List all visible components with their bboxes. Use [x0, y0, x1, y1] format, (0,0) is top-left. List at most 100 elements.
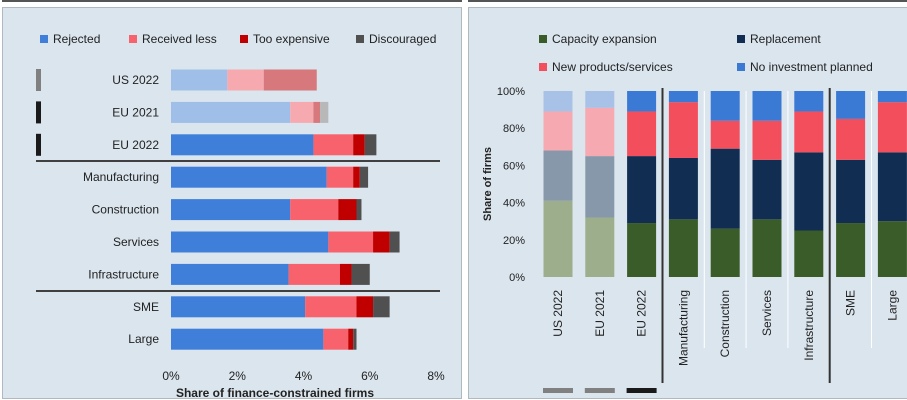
y-tick-label: 80% — [503, 123, 525, 135]
bar-sme-received-less — [305, 296, 357, 318]
bar-large-discouraged — [353, 328, 357, 350]
x-axis-title: Share of finance-constrained firms — [176, 386, 374, 400]
column-us-2022-new-products-services — [543, 111, 573, 151]
bar-eu-2021-discouraged — [320, 101, 329, 123]
legend-label-too-expensive: Too expensive — [253, 32, 330, 46]
bar-manufacturing-received-less — [326, 166, 354, 188]
category-label-manufacturing: Manufacturing — [676, 290, 690, 366]
column-infrastructure-capacity-expansion — [794, 230, 824, 277]
y-tick-label: 0% — [509, 272, 525, 284]
column-manufacturing-new-products-services — [668, 102, 698, 158]
bar-eu-2021-rejected — [171, 101, 291, 123]
legend-swatch-received-less — [129, 35, 137, 43]
bar-infrastructure-rejected — [171, 263, 289, 285]
category-label-sme: SME — [844, 290, 858, 316]
bar-manufacturing-discouraged — [359, 166, 369, 188]
bar-large-received-less — [323, 328, 349, 350]
legend-swatch-capacity-expansion — [539, 35, 547, 43]
legend-swatch-too-expensive — [240, 35, 248, 43]
category-label-eu-2021: EU 2021 — [112, 105, 159, 119]
column-sme-replacement — [836, 159, 866, 224]
legend-label-rejected: Rejected — [53, 32, 100, 46]
column-services-new-products-services — [752, 120, 782, 160]
y-axis-title: Share of firms — [482, 147, 494, 221]
column-construction-replacement — [710, 148, 740, 229]
column-large-capacity-expansion — [877, 221, 907, 277]
bar-sme-discouraged — [373, 296, 390, 318]
bar-infrastructure-discouraged — [351, 263, 370, 285]
category-label-construction: Construction — [92, 203, 159, 217]
bar-large-rejected — [171, 328, 324, 350]
column-sme-no-investment-planned — [836, 91, 866, 119]
bar-services-received-less — [328, 231, 374, 253]
bottom-marker-eu-2021 — [584, 388, 615, 393]
x-tick-label: 0% — [162, 369, 180, 383]
category-label-sme: SME — [133, 300, 159, 314]
bar-construction-rejected — [171, 199, 291, 221]
bar-eu-2021-received-less — [290, 101, 314, 123]
column-infrastructure-no-investment-planned — [794, 91, 824, 112]
category-label-infrastructure: Infrastructure — [802, 290, 816, 361]
column-eu-2021-replacement — [585, 156, 615, 218]
category-label-us-2022: US 2022 — [112, 73, 159, 87]
column-sme-new-products-services — [836, 118, 866, 160]
x-tick-label: 2% — [229, 369, 247, 383]
category-label-services: Services — [113, 235, 159, 249]
x-tick-label: 6% — [361, 369, 379, 383]
bar-construction-discouraged — [356, 199, 362, 221]
category-label-us-2022: US 2022 — [551, 290, 565, 337]
column-manufacturing-capacity-expansion — [668, 219, 698, 277]
bar-manufacturing-rejected — [171, 166, 327, 188]
finance-constraints-chart: Rejected Received less Too expensive Discou… — [36, 32, 445, 400]
bar-infrastructure-received-less — [288, 263, 340, 285]
legend-label-new-products-services: New products/services — [552, 60, 673, 74]
column-large-no-investment-planned — [877, 91, 907, 103]
legend-swatch-discouraged — [356, 35, 364, 43]
column-eu-2022-replacement — [627, 156, 657, 224]
investment-priorities-panel: Capacity expansion Replacement New product… — [468, 7, 907, 399]
bar-eu-2022-too-expensive — [353, 134, 365, 156]
category-label-construction: Construction — [718, 290, 732, 357]
bar-services-rejected — [171, 231, 329, 253]
column-eu-2021-new-products-services — [585, 107, 615, 157]
y-tick-label: 20% — [503, 235, 525, 247]
column-us-2022-replacement — [543, 150, 573, 201]
legend-label-received-less: Received less — [142, 32, 217, 46]
x-tick-label: 8% — [427, 369, 445, 383]
marker-eu-2022 — [36, 133, 41, 156]
legend-swatch-new-products-services — [539, 63, 547, 71]
column-eu-2022-no-investment-planned — [627, 91, 657, 112]
y-tick-label: 60% — [503, 160, 525, 172]
y-tick-label: 100% — [497, 86, 525, 98]
left-top-border — [2, 0, 462, 2]
category-label-manufacturing: Manufacturing — [83, 170, 159, 184]
bar-eu-2022-received-less — [313, 134, 354, 156]
column-large-replacement — [877, 152, 907, 222]
bar-sme-too-expensive — [356, 296, 374, 318]
bar-eu-2021-too-expensive — [313, 101, 321, 123]
investment-priorities-chart: Capacity expansion Replacement New product… — [482, 32, 907, 393]
legend-label-capacity-expansion: Capacity expansion — [552, 32, 657, 46]
right-top-border — [468, 0, 907, 2]
column-infrastructure-replacement — [794, 152, 824, 231]
column-sme-capacity-expansion — [836, 223, 866, 277]
column-construction-new-products-services — [710, 120, 740, 149]
legend-swatch-replacement — [737, 35, 745, 43]
column-infrastructure-new-products-services — [794, 111, 824, 153]
bar-eu-2022-rejected — [171, 134, 314, 156]
bottom-marker-eu-2022 — [626, 388, 657, 393]
bar-us-2022-rejected — [171, 69, 228, 91]
column-construction-capacity-expansion — [710, 228, 740, 277]
bar-large-too-expensive — [348, 328, 354, 350]
marker-us-2022 — [36, 69, 41, 91]
column-eu-2022-new-products-services — [627, 111, 657, 157]
column-services-replacement — [752, 159, 782, 220]
bar-manufacturing-too-expensive — [353, 166, 360, 188]
marker-eu-2021 — [36, 101, 41, 124]
bar-sme-rejected — [171, 296, 306, 318]
bar-infrastructure-too-expensive — [339, 263, 352, 285]
column-manufacturing-no-investment-planned — [668, 91, 698, 103]
column-construction-no-investment-planned — [710, 91, 740, 121]
x-tick-label: 4% — [295, 369, 313, 383]
column-services-no-investment-planned — [752, 91, 782, 121]
